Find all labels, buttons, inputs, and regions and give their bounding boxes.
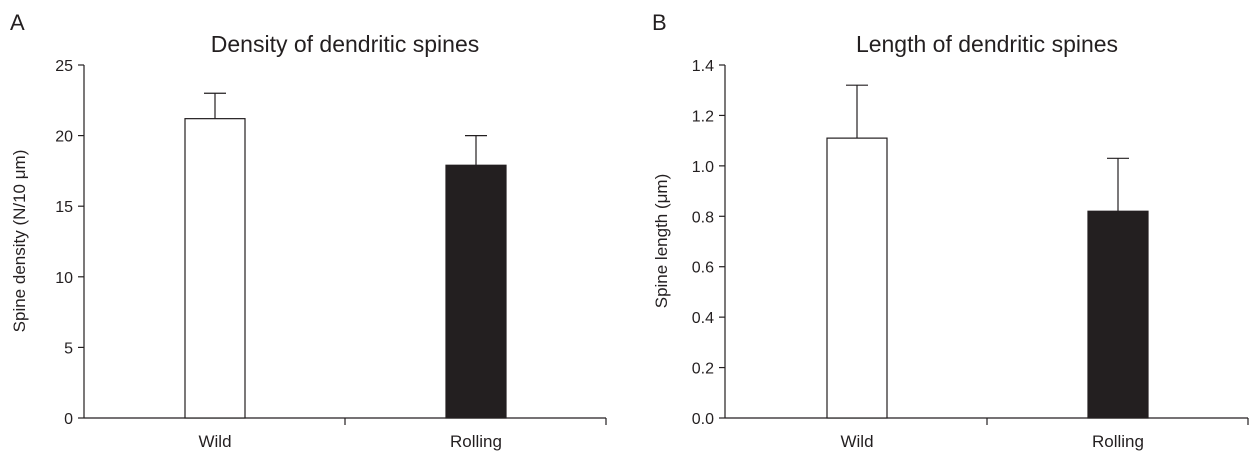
y-tick-label: 1.4 [692,58,714,75]
y-tick-label: 0.8 [692,209,714,226]
y-tick-label: 0.2 [692,361,714,378]
y-axis-label-a: Spine density (N/10 μm) [10,150,29,333]
bar-wild [826,137,888,419]
y-tick-label: 5 [64,340,73,357]
category-label-rolling-a: Rolling [450,432,502,451]
bar-rolling [1087,210,1149,419]
y-tick-label: 20 [55,129,73,146]
bar-wild [184,118,246,419]
x-ticks-b [986,418,1249,425]
y-ticks-b: 0.0 0.2 0.4 0.6 0.8 1.0 1.2 1.4 [692,58,725,428]
y-tick-label: 0 [64,411,73,428]
category-label-wild-a: Wild [198,432,231,451]
chart-title-a: Density of dendritic spines [211,31,479,57]
bars-b [826,84,1149,419]
y-tick-label: 0.4 [692,310,714,327]
bar-rolling [445,164,507,419]
y-tick-label: 0.6 [692,260,714,277]
chart-panel-a: A Density of dendritic spines Spine dens… [10,10,607,451]
category-label-wild-b: Wild [840,432,873,451]
chart-title-b: Length of dendritic spines [856,31,1118,57]
y-tick-label: 15 [55,199,73,216]
chart-panel-b: B Length of dendritic spines Spine lengt… [652,10,1249,451]
y-tick-label: 0.0 [692,411,714,428]
y-ticks-a: 0 5 10 15 20 25 [55,58,84,428]
y-tick-label: 1.0 [692,159,714,176]
y-tick-label: 1.2 [692,108,714,125]
y-tick-label: 10 [55,270,73,287]
x-ticks-a [344,418,607,425]
panel-label-a: A [10,10,25,35]
category-label-rolling-b: Rolling [1092,432,1144,451]
bars-a [184,92,507,419]
y-tick-label: 25 [55,58,73,75]
panel-label-b: B [652,10,667,35]
y-axis-label-b: Spine length (μm) [652,174,671,309]
